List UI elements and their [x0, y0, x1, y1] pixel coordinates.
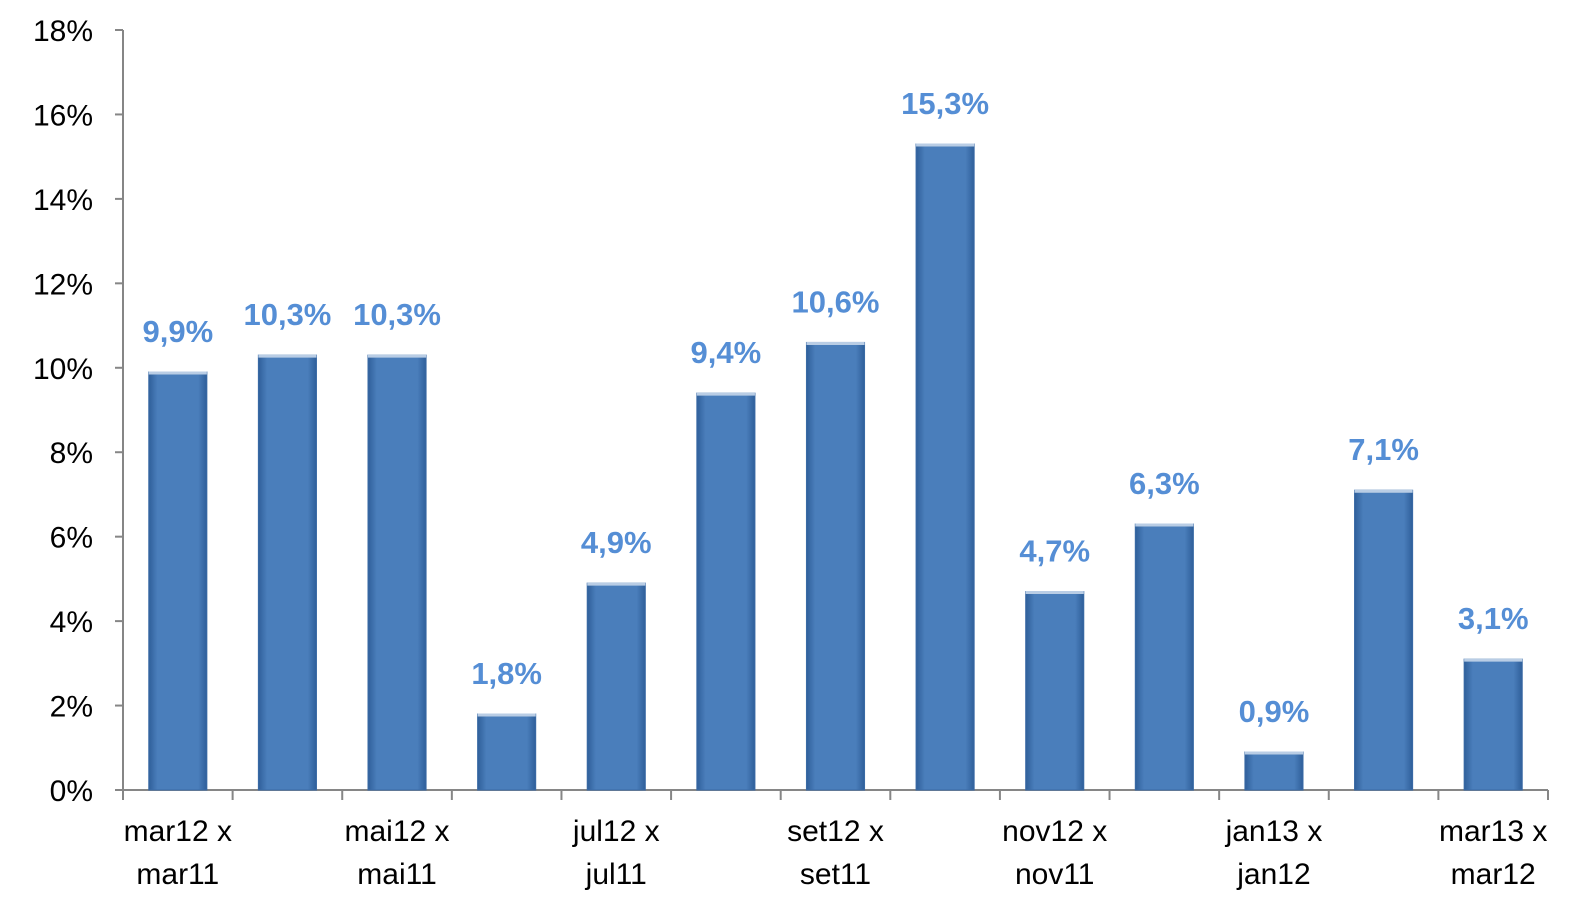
- y-tick-label: 12%: [33, 268, 93, 301]
- data-label: 4,9%: [581, 525, 652, 560]
- bar: [148, 371, 208, 791]
- data-label: 15,3%: [901, 86, 989, 121]
- x-tick-label: jul12 x jul11: [572, 815, 660, 891]
- y-tick-label: 14%: [33, 184, 93, 217]
- bar: [1025, 591, 1085, 791]
- bar: [805, 341, 866, 791]
- x-tick-label: nov12 x nov11: [1002, 815, 1108, 891]
- bar: [1134, 523, 1194, 791]
- bar: [477, 713, 537, 791]
- data-label: 1,8%: [471, 656, 542, 691]
- data-label: 7,1%: [1348, 432, 1419, 467]
- bar: [257, 354, 317, 791]
- bar: [1354, 489, 1414, 791]
- x-tick-label: jan13 x jan12: [1225, 815, 1323, 891]
- x-tick-label: mai12 x mai11: [344, 815, 450, 891]
- data-label: 6,3%: [1129, 466, 1200, 501]
- data-label: 9,4%: [691, 335, 762, 370]
- bar: [696, 392, 756, 791]
- bar: [1244, 751, 1304, 791]
- y-tick-label: 6%: [50, 522, 93, 555]
- y-tick-label: 8%: [50, 437, 93, 470]
- data-label: 3,1%: [1458, 601, 1529, 636]
- bar: [915, 143, 975, 791]
- y-tick-label: 18%: [33, 15, 93, 48]
- y-tick-label: 4%: [50, 606, 93, 639]
- bar: [367, 354, 427, 791]
- bar: [586, 582, 646, 791]
- y-tick-label: 0%: [50, 775, 93, 808]
- x-tick-label: set12 x set11: [787, 815, 884, 891]
- x-tick-label: mar12 x mar11: [123, 815, 232, 891]
- data-label: 0,9%: [1239, 694, 1310, 729]
- data-label: 10,3%: [353, 297, 441, 332]
- y-tick-label: 16%: [33, 99, 93, 132]
- bar: [1463, 658, 1523, 791]
- y-tick-label: 2%: [50, 691, 93, 724]
- x-tick-label: mar13 x mar12: [1439, 815, 1548, 891]
- y-tick-label: 10%: [33, 353, 93, 386]
- data-label: 9,9%: [142, 314, 213, 349]
- data-label: 4,7%: [1019, 534, 1090, 569]
- data-label: 10,3%: [243, 297, 331, 332]
- data-label: 10,6%: [792, 284, 880, 319]
